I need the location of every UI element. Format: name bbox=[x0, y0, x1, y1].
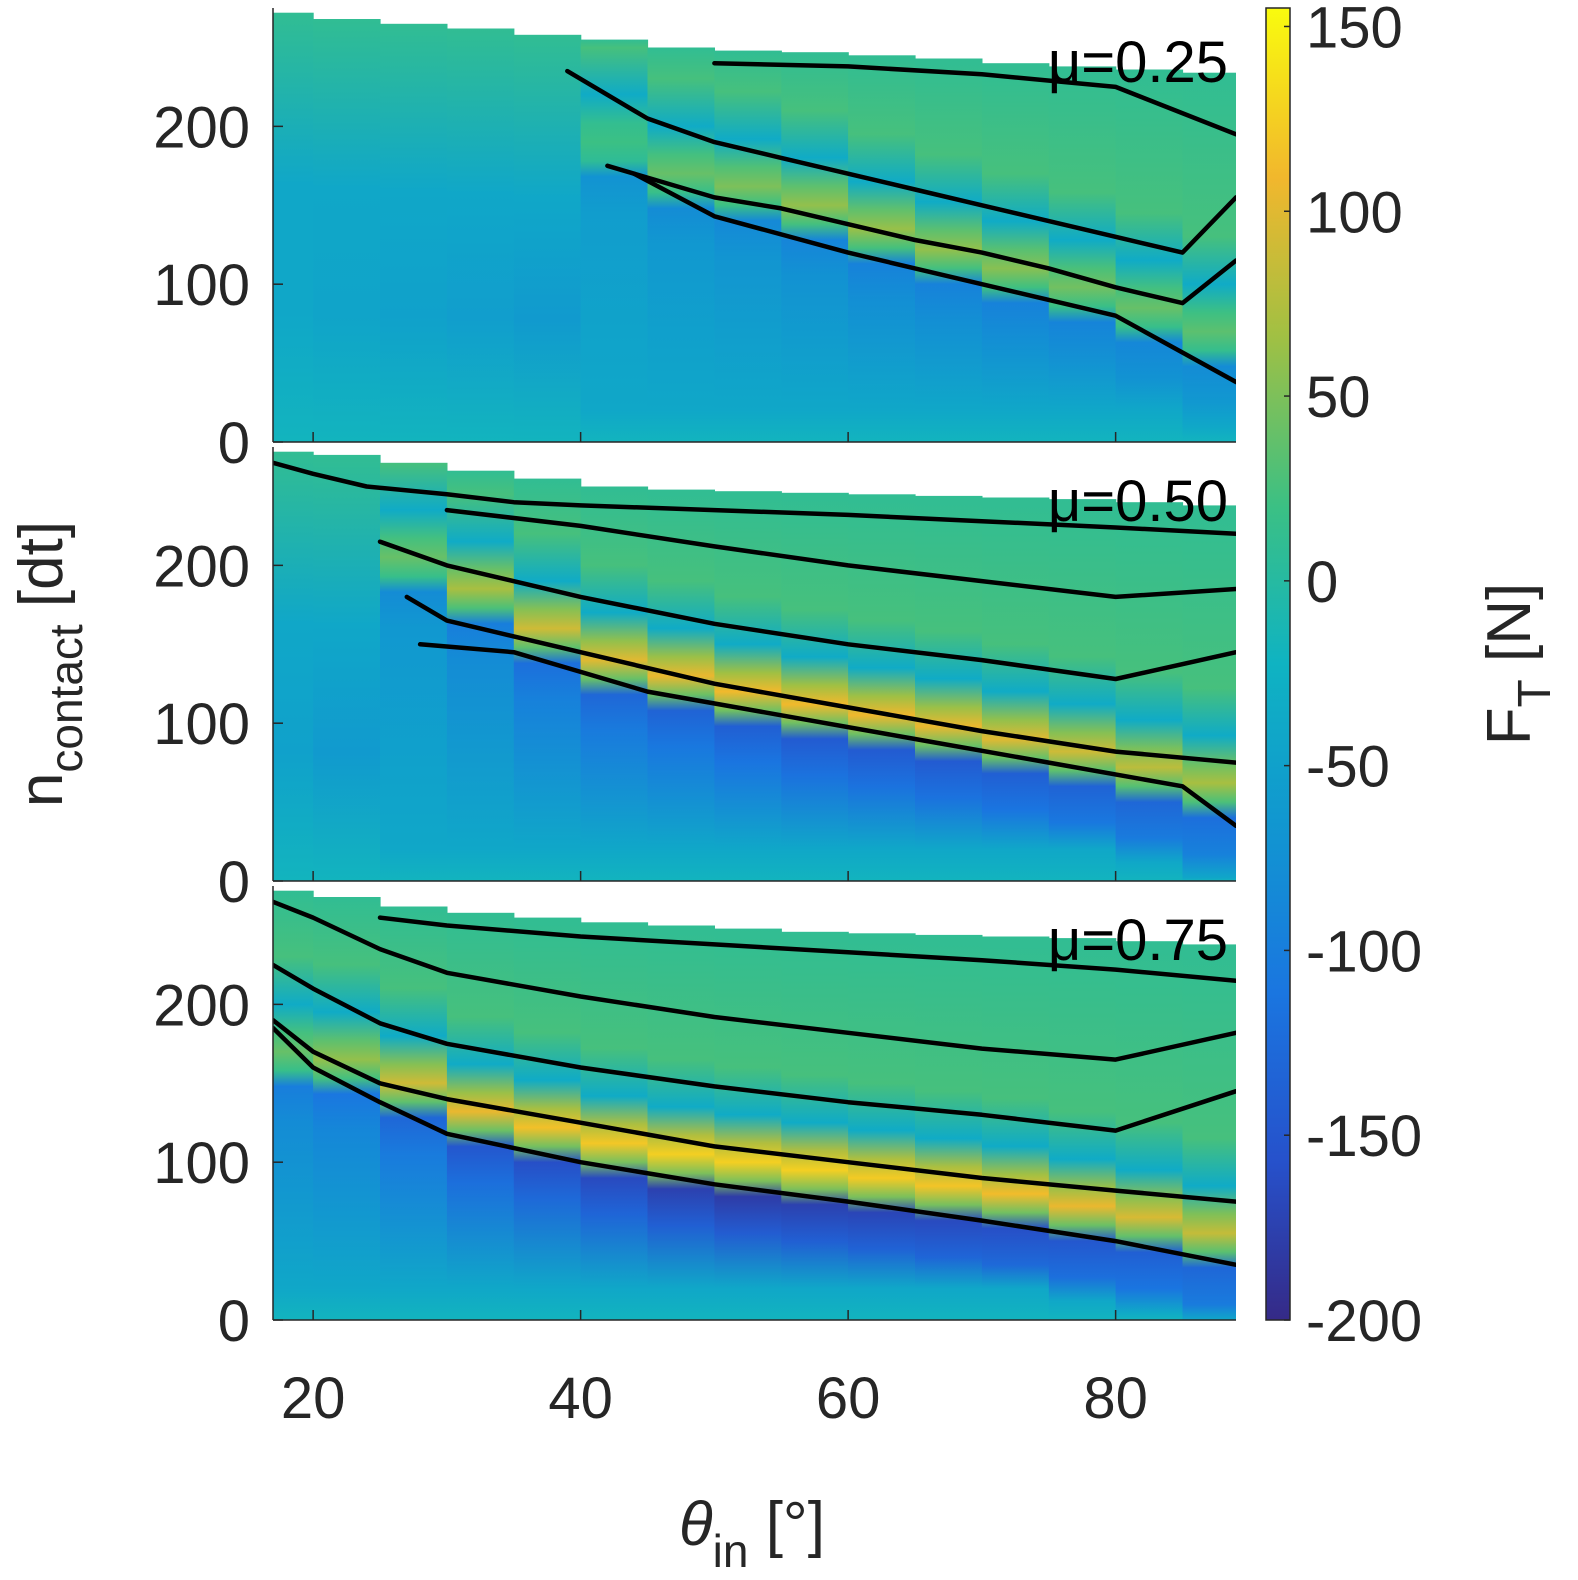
colorbar-tick-label: -200 bbox=[1306, 1289, 1422, 1354]
heatmap-column bbox=[647, 489, 715, 881]
y-tick-label: 0 bbox=[218, 850, 250, 915]
heatmap-column bbox=[273, 890, 314, 1320]
heatmap-column bbox=[1048, 499, 1117, 881]
panel-3 bbox=[273, 890, 1236, 1320]
heatmap-column bbox=[848, 933, 916, 1320]
heatmap-column bbox=[313, 897, 381, 1320]
heatmap-column bbox=[981, 497, 1050, 881]
heatmap-column bbox=[580, 922, 649, 1320]
heatmap-column bbox=[981, 936, 1050, 1320]
y-tick-label: 200 bbox=[153, 534, 250, 599]
heatmap-column bbox=[1048, 66, 1117, 442]
contour-line-3 bbox=[377, 539, 1236, 682]
panel-2 bbox=[273, 451, 1236, 881]
heatmap-column bbox=[380, 906, 448, 1320]
heatmap-column bbox=[380, 462, 448, 881]
mu-label: μ=0.50 bbox=[1048, 469, 1228, 534]
heatmap-column bbox=[513, 34, 582, 442]
heatmap-column bbox=[1115, 69, 1184, 442]
contour-line-5 bbox=[273, 1025, 1236, 1268]
heatmap-column bbox=[915, 495, 983, 881]
panel-3-y-axis: 0 100 200 bbox=[153, 886, 1236, 1354]
colorbar-tick-label: 150 bbox=[1306, 0, 1403, 60]
heatmap-column bbox=[848, 55, 916, 442]
colorbar-tick-label: -50 bbox=[1306, 735, 1390, 800]
heatmap-column bbox=[781, 931, 849, 1320]
colorbar-tick-label: 0 bbox=[1306, 550, 1338, 615]
heatmap-column bbox=[1182, 72, 1236, 442]
heatmap-column bbox=[1115, 502, 1184, 881]
y-tick-label: 0 bbox=[218, 411, 250, 476]
panel-2-y-axis: 0 100 200 bbox=[153, 447, 1236, 915]
y-tick-label: 100 bbox=[153, 253, 250, 318]
heatmap-column bbox=[273, 12, 314, 442]
contour-line-2 bbox=[444, 507, 1236, 600]
heatmap-column bbox=[647, 47, 715, 442]
contour-line-1 bbox=[273, 460, 1236, 537]
contour-line-2 bbox=[273, 899, 1236, 1062]
contour-line-3 bbox=[273, 962, 1236, 1133]
heatmap-column bbox=[915, 934, 983, 1320]
panel-1 bbox=[273, 12, 1236, 442]
contour-line-3 bbox=[605, 163, 1236, 306]
colorbar: 150 100 50 0 -50 -100 -150 -200 FT [N] bbox=[1265, 0, 1560, 1354]
heatmap-column bbox=[446, 470, 515, 881]
y-axis-label: ncontact [dt] bbox=[7, 521, 92, 807]
contour-line-1 bbox=[712, 60, 1236, 137]
x-tick-label: 20 bbox=[281, 1366, 346, 1431]
x-tick-label: 40 bbox=[548, 1366, 613, 1431]
colorbar-tick-label: 50 bbox=[1306, 365, 1371, 430]
colorbar-label: FT [N] bbox=[1475, 583, 1560, 745]
heatmap-column bbox=[781, 492, 849, 881]
heatmap-column bbox=[446, 28, 515, 442]
colorbar-tick-label: -150 bbox=[1306, 1104, 1422, 1169]
contour-line-2 bbox=[565, 68, 1236, 255]
heatmap-column bbox=[848, 494, 916, 881]
panel-1-y-axis: 0 100 200 bbox=[153, 8, 1236, 476]
x-tick-label: 80 bbox=[1083, 1366, 1148, 1431]
heatmap-column bbox=[981, 63, 1050, 442]
mu-label: μ=0.25 bbox=[1048, 30, 1228, 95]
contour-line-5 bbox=[417, 642, 1236, 829]
heatmap-panels: 0 100 200 μ=0.25 0 100 200 μ=0.50 0 100 200 μ=0.75 bbox=[153, 8, 1236, 1354]
heatmap-column bbox=[781, 52, 849, 442]
heatmap-column bbox=[1182, 505, 1236, 881]
contour-line-4 bbox=[273, 1017, 1236, 1204]
y-tick-label: 200 bbox=[153, 973, 250, 1038]
heatmap-column bbox=[313, 19, 381, 442]
y-tick-label: 0 bbox=[218, 1289, 250, 1354]
x-axis-label: θin [°] bbox=[679, 1490, 825, 1577]
contour-line-1 bbox=[377, 915, 1236, 983]
contour-line-4 bbox=[631, 171, 1236, 385]
heatmap-column bbox=[580, 39, 649, 442]
mu-label: μ=0.75 bbox=[1048, 908, 1228, 973]
axis-labels: θin [°] ncontact [dt] bbox=[7, 521, 825, 1577]
heatmap-column bbox=[647, 925, 715, 1320]
heatmap-column bbox=[273, 451, 314, 881]
y-tick-label: 100 bbox=[153, 692, 250, 757]
heatmap-column bbox=[714, 928, 782, 1320]
x-axis: 20 40 60 80 bbox=[281, 1366, 1148, 1431]
y-tick-label: 200 bbox=[153, 95, 250, 160]
colorbar-tick-label: -100 bbox=[1306, 919, 1422, 984]
heatmap-column bbox=[313, 454, 381, 881]
heatmap-column bbox=[1115, 941, 1184, 1320]
y-tick-label: 100 bbox=[153, 1131, 250, 1196]
x-tick-label: 60 bbox=[816, 1366, 881, 1431]
colorbar-tick-label: 100 bbox=[1306, 180, 1403, 245]
contour-line-4 bbox=[404, 594, 1236, 765]
heatmap-column bbox=[380, 23, 448, 442]
heatmap-column bbox=[714, 50, 782, 442]
heatmap-column bbox=[513, 478, 582, 881]
colorbar-gradient bbox=[1265, 7, 1291, 1321]
